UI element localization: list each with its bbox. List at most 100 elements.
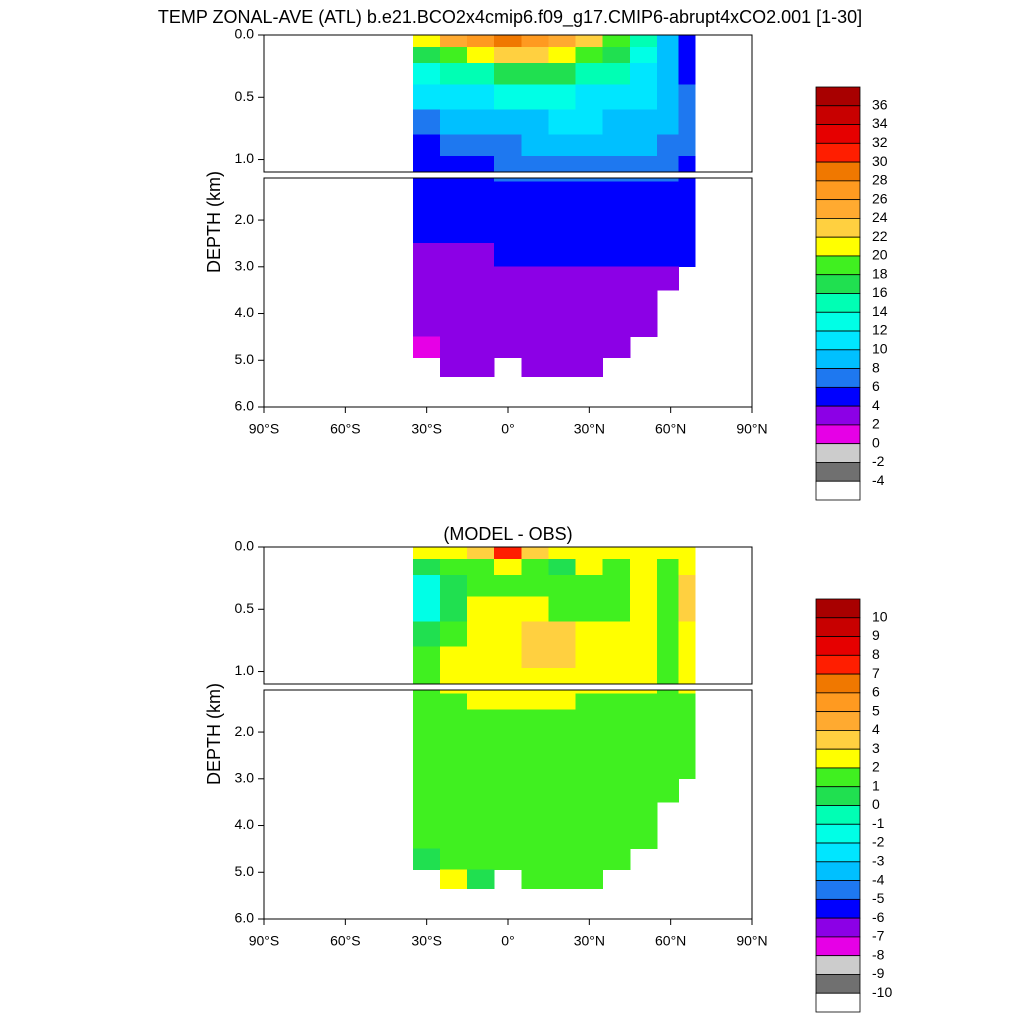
field-cell bbox=[629, 134, 658, 157]
colorbar-label: 4 bbox=[872, 721, 880, 737]
field-cell bbox=[678, 709, 696, 733]
colorbar-label: 22 bbox=[872, 228, 888, 244]
field-cell bbox=[575, 109, 604, 135]
field-cell bbox=[412, 177, 441, 182]
field-cell bbox=[467, 731, 495, 756]
field-cell bbox=[439, 34, 468, 48]
field-cell bbox=[656, 646, 680, 669]
field-cell bbox=[575, 181, 604, 199]
field-cell bbox=[629, 177, 658, 182]
field-cell bbox=[521, 801, 549, 826]
colorbar-box bbox=[815, 692, 861, 713]
colorbar-box bbox=[815, 617, 861, 637]
y-tick-label: 6.0 bbox=[235, 910, 255, 926]
field-cell bbox=[521, 869, 549, 889]
field-cell bbox=[575, 84, 604, 110]
field-cell bbox=[467, 574, 495, 598]
field-cell bbox=[678, 134, 696, 157]
field-cell bbox=[678, 574, 696, 598]
field-cell bbox=[494, 266, 522, 291]
field-cell bbox=[467, 778, 495, 803]
field-cell bbox=[467, 621, 495, 647]
colorbar-box bbox=[815, 880, 861, 900]
field-cell bbox=[656, 219, 680, 244]
field-cell bbox=[412, 559, 441, 576]
contour-field bbox=[412, 177, 696, 377]
field-cell bbox=[548, 646, 577, 669]
field-cell bbox=[494, 574, 522, 598]
colorbar-label: 3 bbox=[872, 740, 880, 756]
field-cell bbox=[412, 693, 441, 711]
field-cell bbox=[521, 825, 549, 850]
field-cell bbox=[678, 62, 696, 86]
colorbar-box bbox=[815, 636, 861, 656]
field-cell bbox=[629, 825, 658, 850]
field-cell bbox=[548, 689, 577, 694]
y-tick-label: 4.0 bbox=[235, 304, 255, 320]
colorbar-label: 20 bbox=[872, 247, 888, 263]
field-cell bbox=[602, 755, 631, 780]
field-cell bbox=[548, 596, 577, 622]
field-cell bbox=[602, 219, 631, 244]
y-tick-label: 5.0 bbox=[235, 863, 255, 879]
field-cell bbox=[467, 47, 495, 64]
field-cell bbox=[439, 266, 468, 291]
field-cell bbox=[602, 156, 631, 173]
field-cell bbox=[494, 731, 522, 756]
field-cell bbox=[494, 62, 522, 86]
field-cell bbox=[412, 134, 441, 157]
field-cell bbox=[656, 559, 680, 576]
field-cell bbox=[521, 755, 549, 780]
field-cell bbox=[494, 621, 522, 647]
colorbar-box bbox=[815, 654, 861, 675]
y-tick-label: 0.5 bbox=[235, 600, 255, 616]
field-cell bbox=[548, 621, 577, 647]
colorbar-label: 12 bbox=[872, 322, 888, 338]
field-cell bbox=[467, 646, 495, 669]
field-cell bbox=[439, 243, 468, 268]
contour-field bbox=[412, 34, 696, 173]
field-cell bbox=[494, 181, 522, 199]
colorbar-box bbox=[815, 293, 861, 313]
colorbar-label: 30 bbox=[872, 153, 888, 169]
field-cell bbox=[575, 778, 604, 803]
field-cell bbox=[575, 801, 604, 826]
field-cell bbox=[678, 181, 696, 199]
field-cell bbox=[467, 34, 495, 48]
field-cell bbox=[412, 574, 441, 598]
field-cell bbox=[467, 84, 495, 110]
field-cell bbox=[575, 289, 604, 314]
field-cell bbox=[439, 156, 468, 173]
field-cell bbox=[678, 84, 696, 110]
field-cell bbox=[575, 266, 604, 291]
field-cell bbox=[678, 731, 696, 756]
field-cell bbox=[439, 693, 468, 711]
colorbar-label: 32 bbox=[872, 134, 888, 150]
x-tick-label: 60°S bbox=[330, 421, 361, 437]
field-cell bbox=[439, 357, 468, 377]
colorbar-box bbox=[815, 480, 861, 501]
field-cell bbox=[656, 62, 680, 86]
colorbar-box bbox=[815, 405, 861, 426]
field-cell bbox=[575, 313, 604, 338]
field-cell bbox=[439, 181, 468, 199]
field-cell bbox=[629, 689, 658, 694]
x-tick-label: 30°S bbox=[411, 421, 442, 437]
field-cell bbox=[494, 47, 522, 64]
field-cell bbox=[521, 546, 549, 560]
colorbar-box bbox=[815, 142, 861, 163]
field-cell bbox=[494, 546, 522, 560]
field-cell bbox=[494, 755, 522, 780]
field-cell bbox=[678, 546, 696, 560]
field-cell bbox=[678, 34, 696, 48]
field-cell bbox=[548, 709, 577, 733]
colorbar-label: 16 bbox=[872, 284, 888, 300]
field-cell bbox=[575, 731, 604, 756]
field-cell bbox=[439, 574, 468, 598]
field-cell bbox=[678, 47, 696, 64]
field-cell bbox=[521, 559, 549, 576]
field-cell bbox=[412, 109, 441, 135]
field-cell bbox=[494, 109, 522, 135]
field-cell bbox=[412, 243, 441, 268]
